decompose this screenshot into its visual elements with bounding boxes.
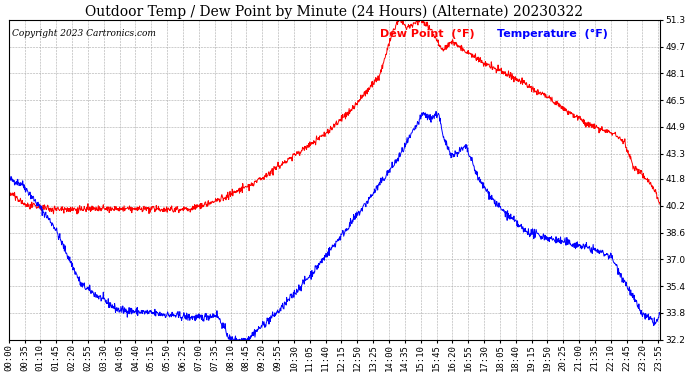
Text: Dew Point  (°F): Dew Point (°F) <box>380 29 475 39</box>
Title: Outdoor Temp / Dew Point by Minute (24 Hours) (Alternate) 20230322: Outdoor Temp / Dew Point by Minute (24 H… <box>86 4 584 18</box>
Text: Temperature  (°F): Temperature (°F) <box>497 29 608 39</box>
Text: Copyright 2023 Cartronics.com: Copyright 2023 Cartronics.com <box>12 29 156 38</box>
